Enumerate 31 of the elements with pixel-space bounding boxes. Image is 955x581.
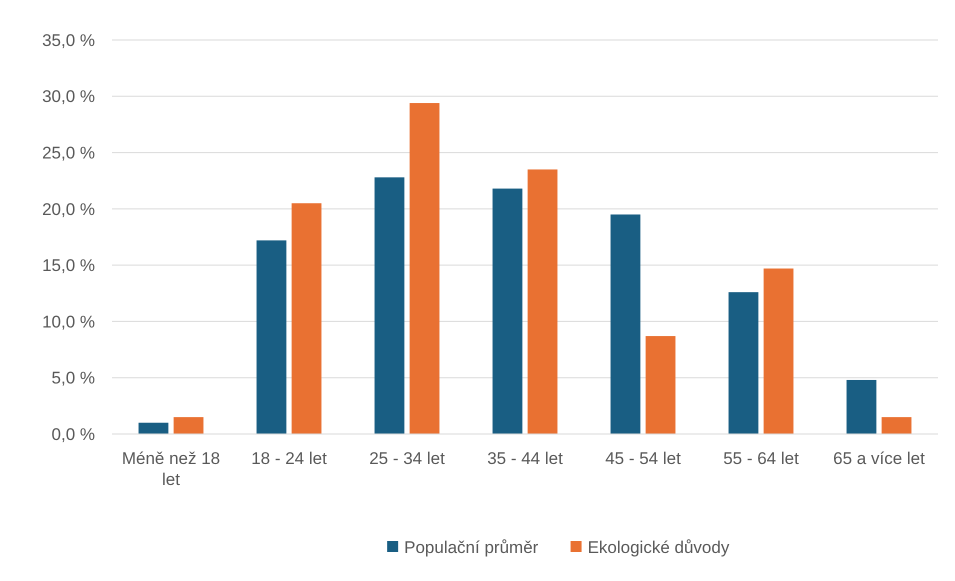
x-tick-label: 45 - 54 let: [605, 449, 682, 468]
x-tick-label: 25 - 34 let: [369, 449, 446, 468]
y-tick-label: 5,0 %: [52, 368, 95, 388]
bar: [374, 177, 404, 434]
bar: [882, 417, 912, 434]
bar: [728, 292, 758, 434]
x-tick-label: 65 a více let: [833, 449, 926, 468]
bar: [256, 240, 286, 434]
legend-label: Ekologické důvody: [588, 538, 730, 557]
y-tick-label: 30,0 %: [42, 87, 95, 106]
bar: [292, 203, 322, 434]
y-tick-label: 10,0 %: [42, 312, 95, 332]
bar: [846, 380, 876, 434]
y-tick-label: 25,0 %: [42, 144, 95, 163]
y-tick-label: 20,0 %: [42, 200, 95, 219]
y-tick-label: 15,0 %: [42, 256, 95, 276]
x-tick-label: 35 - 44 let: [487, 449, 564, 468]
legend-label: Populační průměr: [404, 538, 539, 557]
bar: [646, 336, 676, 434]
bar: [174, 417, 204, 434]
x-tick-label: 55 - 64 let: [723, 449, 800, 468]
bar: [610, 214, 640, 434]
y-tick-label: 35,0 %: [42, 30, 95, 50]
bar: [492, 188, 522, 434]
y-tick-label: 0,0 %: [52, 424, 95, 444]
bar: [410, 103, 440, 434]
x-tick-label: 18 - 24 let: [251, 449, 328, 468]
x-tick-label: Méně než 18 let: [122, 449, 220, 489]
bar: [764, 268, 794, 434]
bar: [528, 169, 558, 434]
bar: [138, 422, 168, 434]
